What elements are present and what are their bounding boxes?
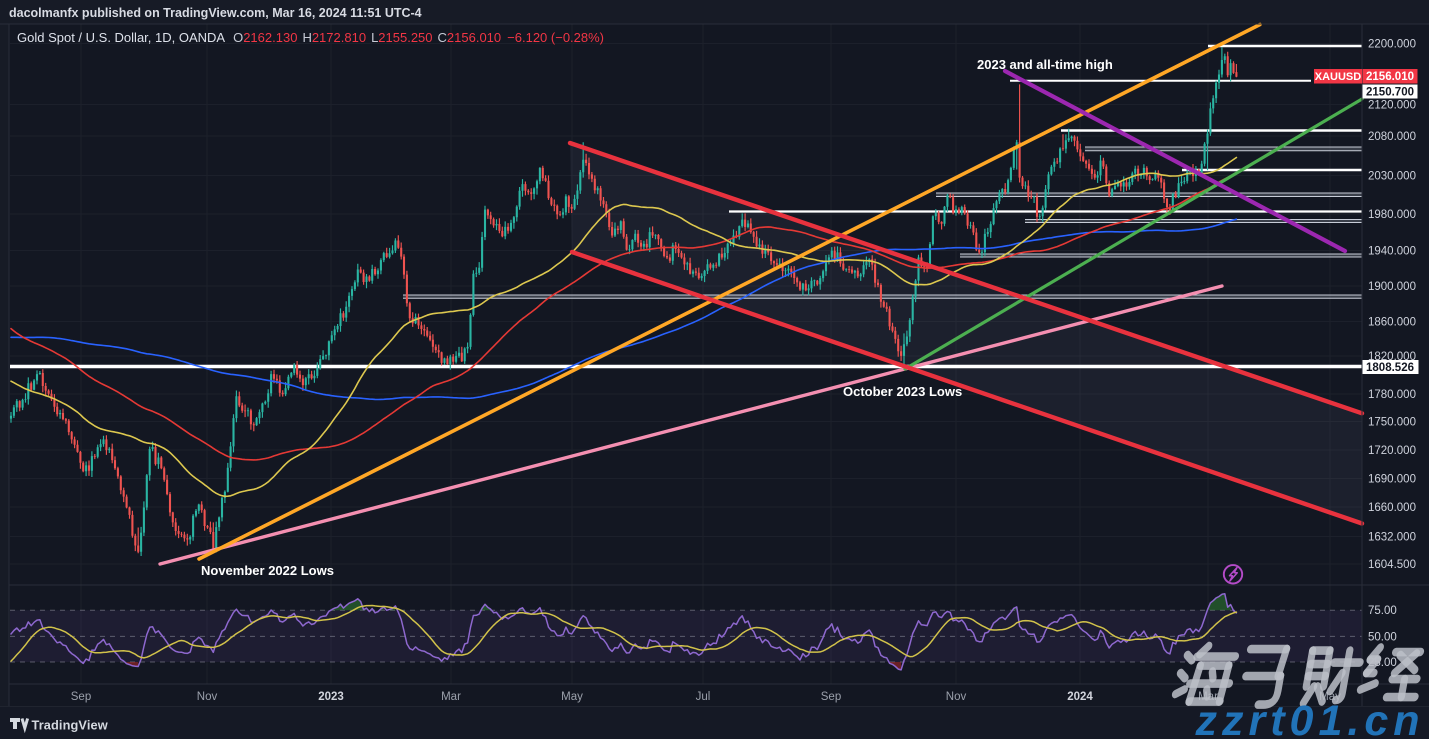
svg-text:2120.000: 2120.000	[1368, 100, 1416, 112]
svg-text:1632.000: 1632.000	[1368, 532, 1416, 544]
svg-text:Jul: Jul	[696, 691, 711, 703]
svg-text:2023: 2023	[318, 691, 344, 703]
svg-text:Sep: Sep	[71, 691, 91, 703]
svg-text:2024: 2024	[1067, 691, 1093, 703]
svg-text:1690.000: 1690.000	[1368, 474, 1416, 486]
svg-text:1860.000: 1860.000	[1368, 317, 1416, 329]
svg-text:1900.000: 1900.000	[1368, 281, 1416, 293]
svg-text:2023 and all-time high: 2023 and all-time high	[977, 57, 1113, 72]
svg-text:Nov: Nov	[197, 691, 218, 703]
svg-text:Mar: Mar	[441, 691, 461, 703]
svg-text:1750.000: 1750.000	[1368, 417, 1416, 429]
svg-text:1940.000: 1940.000	[1368, 246, 1416, 258]
svg-text:Gold Spot / U.S. Dollar, 1D, O: Gold Spot / U.S. Dollar, 1D, OANDA O2162.…	[17, 30, 604, 45]
svg-text:1980.000: 1980.000	[1368, 209, 1416, 221]
svg-text:2156.010: 2156.010	[1366, 71, 1414, 83]
svg-text:XAUUSD: XAUUSD	[1315, 71, 1362, 83]
svg-text:2080.000: 2080.000	[1368, 131, 1416, 143]
svg-text:May: May	[561, 691, 583, 703]
svg-text:zzrt01.cn: zzrt01.cn	[1194, 697, 1424, 739]
svg-text:Sep: Sep	[821, 691, 841, 703]
svg-text:75.00: 75.00	[1368, 605, 1397, 617]
svg-text:dacolmanfx published on Tradin: dacolmanfx published on TradingView.com,…	[9, 6, 422, 20]
svg-text:2150.700: 2150.700	[1366, 86, 1414, 98]
svg-text:1808.526: 1808.526	[1366, 362, 1414, 374]
svg-text:50.00: 50.00	[1368, 631, 1397, 643]
svg-text:October 2023 Lows: October 2023 Lows	[843, 384, 962, 399]
svg-text:1604.500: 1604.500	[1368, 559, 1416, 571]
svg-text:Nov: Nov	[946, 691, 967, 703]
svg-text:November 2022 Lows: November 2022 Lows	[201, 563, 334, 578]
svg-text:1780.000: 1780.000	[1368, 389, 1416, 401]
svg-text:1660.000: 1660.000	[1368, 502, 1416, 514]
svg-text:1720.000: 1720.000	[1368, 445, 1416, 457]
svg-text:2030.000: 2030.000	[1368, 171, 1416, 183]
svg-text:2200.000: 2200.000	[1368, 39, 1416, 51]
svg-text:TradingView: TradingView	[32, 718, 108, 733]
